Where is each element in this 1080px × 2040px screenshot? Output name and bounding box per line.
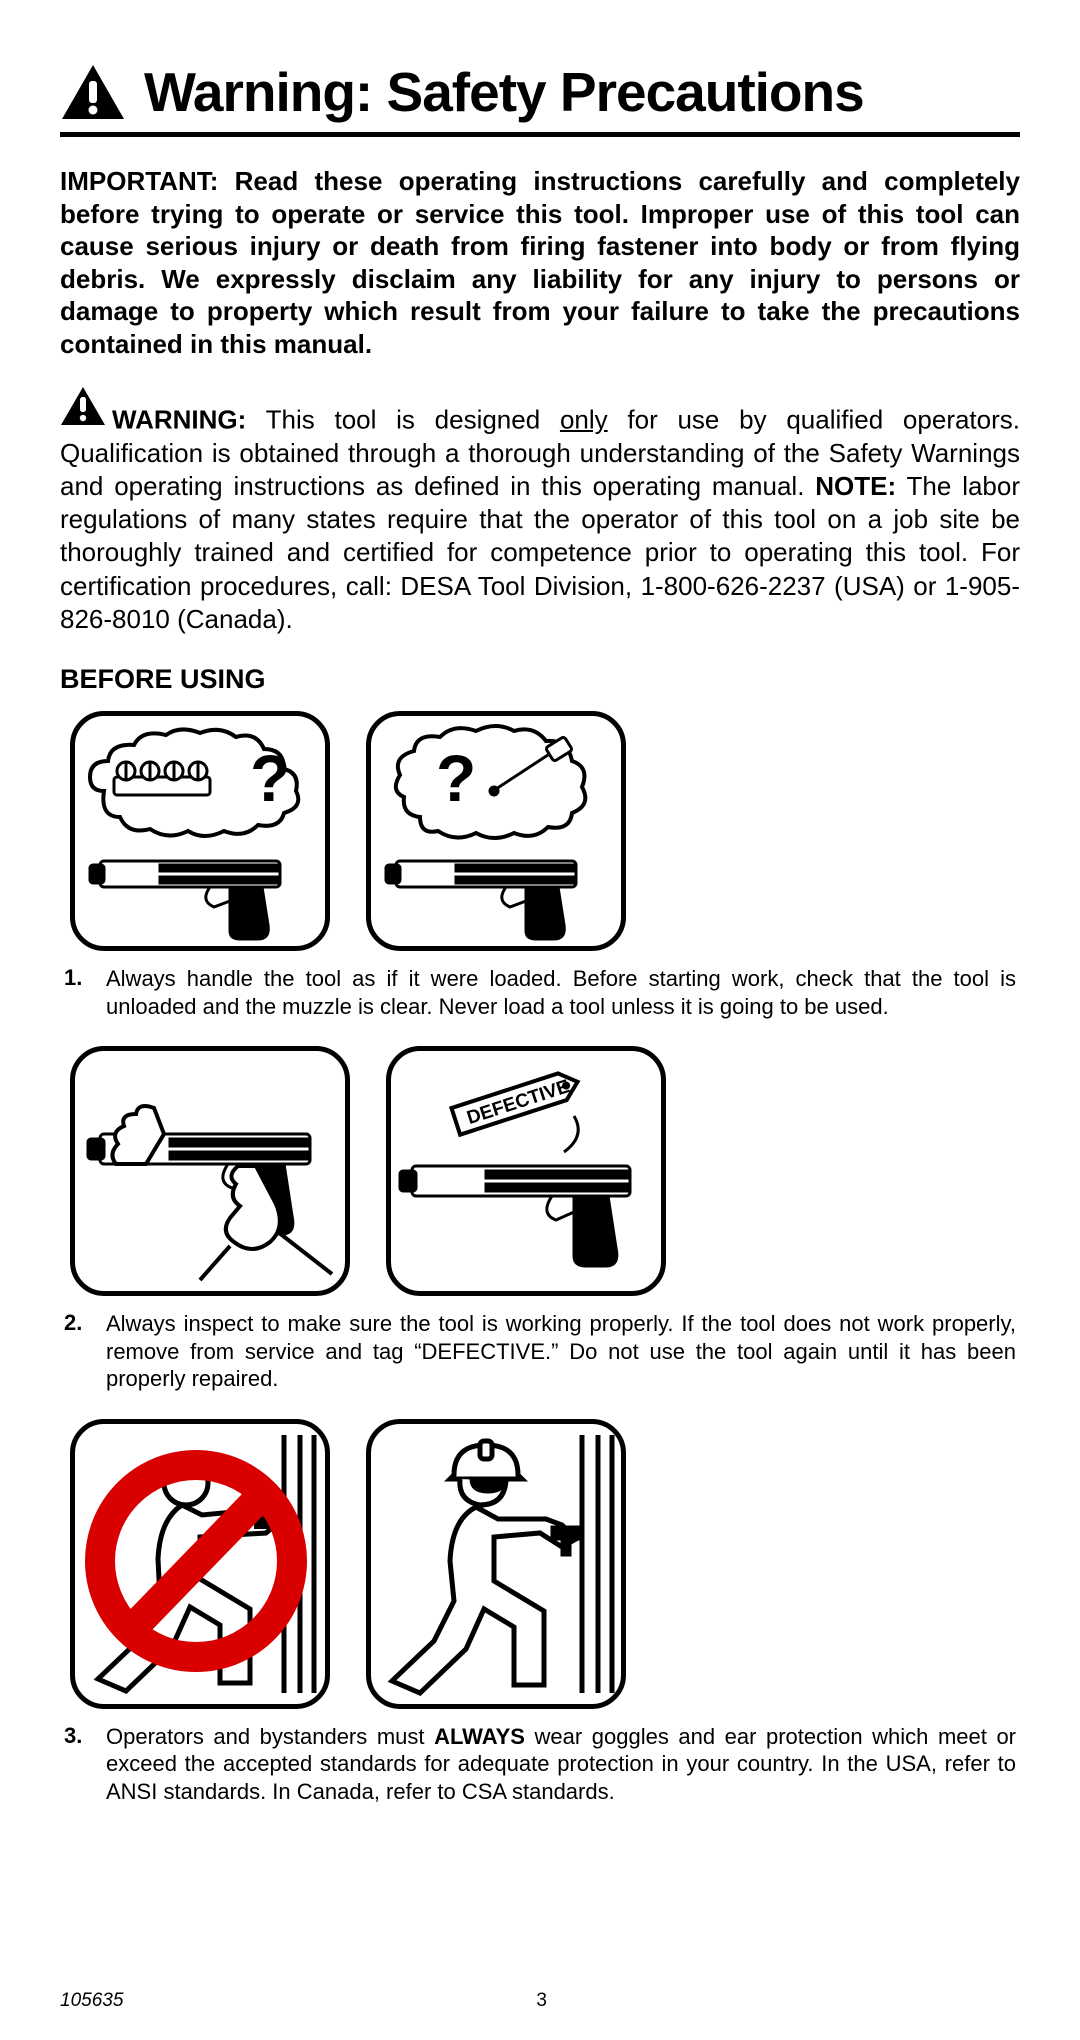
page-number: 3 xyxy=(536,1990,547,2012)
list-item: 3. Operators and bystanders must ALWAYS … xyxy=(60,1723,1020,1806)
illustration-no-protection-prohibited xyxy=(70,1419,330,1709)
list-item: 1. Always handle the tool as if it were … xyxy=(60,965,1020,1020)
page-footer: 105635 3 xyxy=(60,1990,1020,2012)
svg-text:?: ? xyxy=(436,741,476,815)
item-text: Operators and bystanders must ALWAYS wea… xyxy=(106,1723,1016,1806)
item-number: 3. xyxy=(64,1723,92,1806)
item-number: 2. xyxy=(64,1310,92,1393)
illustration-load-question: ? xyxy=(70,711,330,951)
page-title-row: Warning: Safety Precautions xyxy=(60,60,1020,137)
item-text-bold: ALWAYS xyxy=(434,1724,525,1749)
warning-only-word: only xyxy=(560,404,608,434)
illustration-row-3 xyxy=(60,1419,1020,1709)
item-text: Always handle the tool as if it were loa… xyxy=(106,965,1016,1020)
illustration-fastener-question: ? xyxy=(366,711,626,951)
important-paragraph: IMPORTANT: Read these operating instruct… xyxy=(60,165,1020,360)
document-id: 105635 xyxy=(60,1990,123,2012)
item-text-pre: Operators and bystanders must xyxy=(106,1724,434,1749)
section-heading: BEFORE USING xyxy=(60,664,1020,695)
page-title: Warning: Safety Precautions xyxy=(144,60,864,124)
note-label: NOTE: xyxy=(815,471,896,501)
illustration-inspect-tool xyxy=(70,1046,350,1296)
warning-triangle-icon xyxy=(60,386,106,434)
item-number: 1. xyxy=(64,965,92,1020)
svg-text:?: ? xyxy=(250,741,290,815)
illustration-defective-tag: DEFECTIVE xyxy=(386,1046,666,1296)
warning-text-1: This tool is designed xyxy=(246,404,560,434)
illustration-proper-protection xyxy=(366,1419,626,1709)
illustration-row-1: ? ? xyxy=(60,711,1020,951)
list-item: 2. Always inspect to make sure the tool … xyxy=(60,1310,1020,1393)
warning-triangle-icon xyxy=(60,63,126,121)
warning-paragraph: WARNING: This tool is designed only for … xyxy=(60,386,1020,636)
item-text: Always inspect to make sure the tool is … xyxy=(106,1310,1016,1393)
warning-label: WARNING: xyxy=(112,404,246,434)
illustration-row-2: DEFECTIVE xyxy=(60,1046,1020,1296)
